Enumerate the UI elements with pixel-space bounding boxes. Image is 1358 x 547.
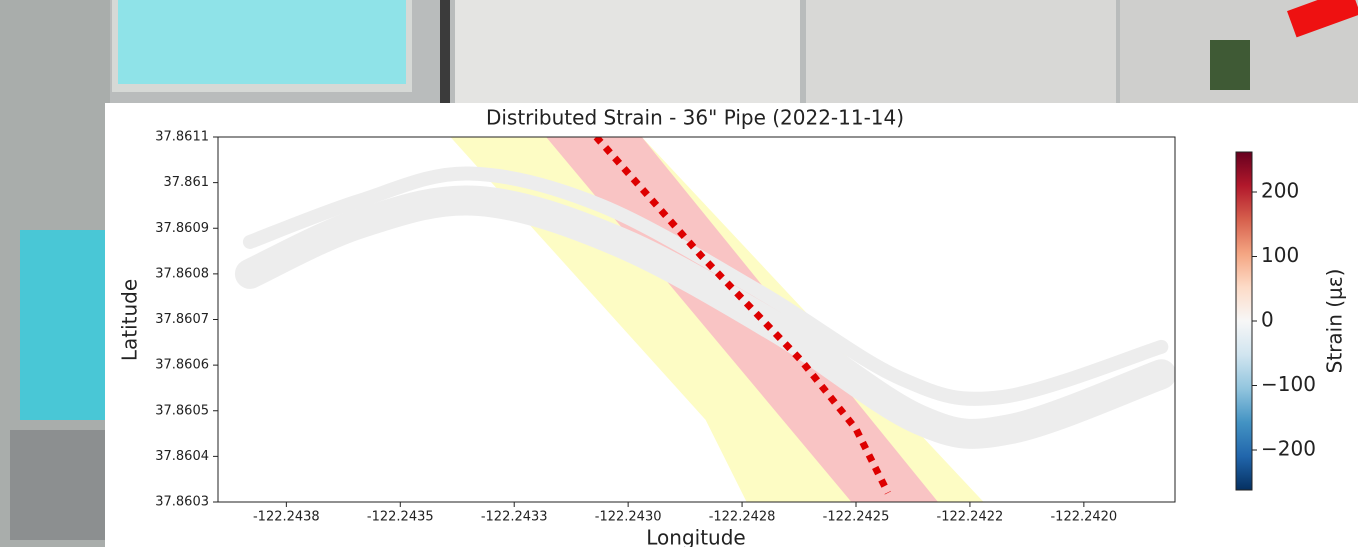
chart: Distributed Strain - 36" Pipe (2022-11-1… [0,0,1358,547]
x-tick-label: -122.2433 [481,510,548,525]
colorbar-tick-label: 200 [1261,178,1299,202]
y-tick-label: 37.8607 [155,312,209,327]
y-tick-label: 37.8604 [155,449,209,464]
y-tick-label: 37.861 [164,175,210,190]
colorbar [1236,152,1252,490]
x-axis-label: Longitude [646,526,745,547]
y-tick-label: 37.8605 [155,403,209,418]
x-tick-label: -122.2428 [709,510,776,525]
colorbar-tick-label: 0 [1261,308,1274,332]
y-tick-label: 37.8609 [155,221,209,236]
x-tick-label: -122.2435 [367,510,434,525]
page: Distributed Strain - 36" Pipe (2022-11-1… [0,0,1358,547]
y-tick-label: 37.8611 [155,130,209,145]
y-axis-label: Latitude [118,279,142,361]
y-tick-label: 37.8608 [155,266,209,281]
x-tick-label: -122.2425 [823,510,890,525]
colorbar-label: Strain (με) [1323,269,1347,374]
y-tick-label: 37.8603 [155,495,209,510]
colorbar-tick-label: −200 [1261,437,1316,461]
y-tick-label: 37.8606 [155,358,209,373]
x-tick-label: -122.2422 [937,510,1004,525]
x-tick-label: -122.2420 [1050,510,1117,525]
colorbar-tick-label: −100 [1261,372,1316,396]
chart-title: Distributed Strain - 36" Pipe (2022-11-1… [486,106,904,130]
colorbar-tick-label: 100 [1261,243,1299,267]
x-tick-label: -122.2438 [253,510,320,525]
x-tick-label: -122.2430 [595,510,662,525]
